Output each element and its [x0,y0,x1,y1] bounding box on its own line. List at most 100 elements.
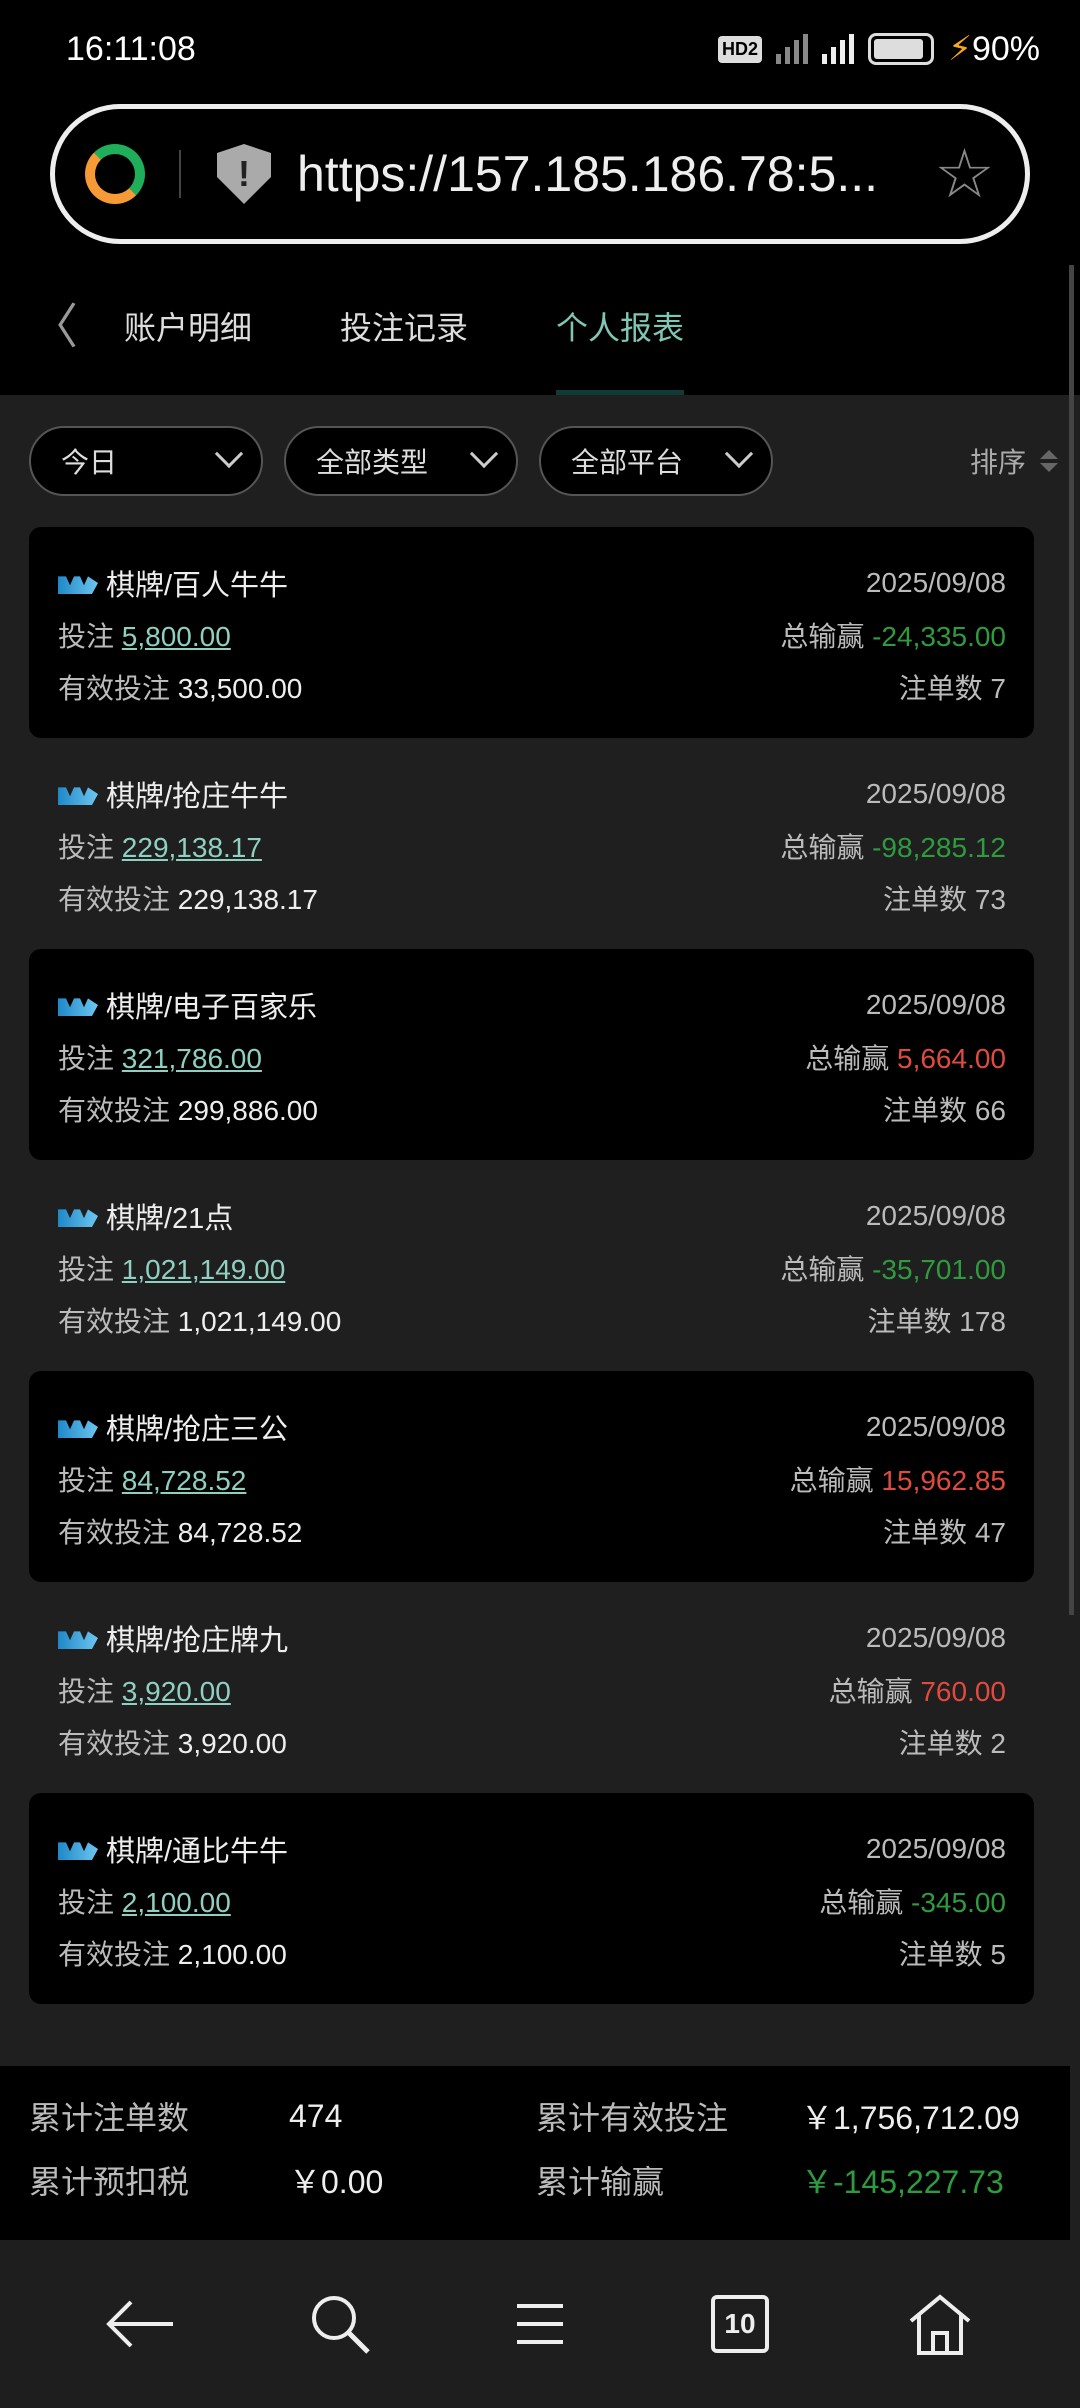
total-valid-value: ￥1,756,712.09 [801,2100,1020,2136]
count-label: 注单数 [883,884,968,915]
sort-button[interactable]: 排序 [970,441,1058,481]
tab-account-details[interactable]: 账户明细 [124,310,253,346]
count-value: 178 [959,1306,1006,1337]
back-arrow-icon[interactable] [100,2284,180,2364]
type-filter-dropdown[interactable]: 全部类型 [284,426,518,496]
game-title: 棋牌/通比牛牛 [58,1828,288,1870]
tab-bet-records[interactable]: 投注记录 [340,310,469,346]
tab-personal-report[interactable]: 个人报表 [556,290,685,395]
bet-label: 投注 [58,1676,115,1707]
report-list: 棋牌/百人牛牛 2025/09/08 投注 5,800.00 总输赢 -24,335… [29,527,1034,2004]
platform-filter-dropdown[interactable]: 全部平台 [539,426,773,496]
scrollbar[interactable] [1069,265,1074,1615]
valid-bet-value: 3,920.00 [177,1728,287,1759]
count-label: 注单数 [867,1306,952,1337]
game-name: 棋牌/抢庄牛牛 [106,781,289,813]
game-platform-logo-icon [58,1209,98,1227]
bet-amount-link[interactable]: 2,100.00 [121,1887,231,1918]
summary-panel: 累计注单数 474 累计有效投注 ￥1,756,712.09 累计预扣税 ￥0.00 累计… [0,2066,1070,2240]
hd-voice-icon: HD2 [718,35,763,63]
bet-amount-link[interactable]: 84,728.52 [121,1465,247,1496]
bet-label: 投注 [58,621,115,652]
search-icon[interactable] [300,2284,380,2364]
report-card[interactable]: 棋牌/抢庄牛牛 2025/09/08 投注 229,138.17 总输赢 -98,2… [29,738,1034,949]
count-value: 47 [974,1517,1006,1548]
winloss-label: 总输赢 [780,621,865,652]
report-card[interactable]: 棋牌/抢庄牌九 2025/09/08 投注 3,920.00 总输赢 760.00 … [29,1582,1034,1793]
sort-icon [1040,450,1058,472]
winloss-label: 总输赢 [828,1676,913,1707]
game-name: 棋牌/电子百家乐 [106,992,318,1024]
game-title: 棋牌/抢庄牌九 [58,1617,288,1659]
winloss-value: 15,962.85 [881,1465,1006,1496]
charging-icon: ⚡ [948,30,972,68]
winloss-value: -98,285.12 [872,832,1006,863]
date-filter-dropdown[interactable]: 今日 [29,426,263,496]
valid-bet-label: 有效投注 [58,1517,171,1548]
tabs-count-button[interactable]: 10 [700,2284,780,2364]
game-title: 棋牌/百人牛牛 [58,562,288,604]
record-date: 2025/09/08 [865,778,1006,809]
bet-amount-link[interactable]: 3,920.00 [121,1676,231,1707]
back-chevron-icon[interactable]: 〈 [30,301,79,354]
browser-logo-icon[interactable] [85,144,145,204]
bet-amount-link[interactable]: 229,138.17 [121,832,262,863]
game-platform-logo-icon [58,1842,98,1860]
tab-bar: 〈 账户明细 投注记录 个人报表 [0,290,1080,395]
game-platform-logo-icon [58,1631,98,1649]
star-icon[interactable]: ☆ [934,135,995,212]
bet-amount-link[interactable]: 321,786.00 [121,1043,262,1074]
game-name: 棋牌/百人牛牛 [106,570,289,602]
game-title: 棋牌/电子百家乐 [58,984,317,1026]
game-platform-logo-icon [58,1420,98,1438]
type-filter-value: 全部类型 [316,447,429,478]
report-card[interactable]: 棋牌/21点 2025/09/08 投注 1,021,149.00 总输赢 -35,… [29,1160,1034,1371]
total-winloss-value: ￥-145,227.73 [801,2164,1004,2200]
count-value: 73 [974,884,1006,915]
bet-amount-link[interactable]: 5,800.00 [121,621,231,652]
report-card[interactable]: 棋牌/百人牛牛 2025/09/08 投注 5,800.00 总输赢 -24,335… [29,527,1034,738]
report-card[interactable]: 棋牌/通比牛牛 2025/09/08 投注 2,100.00 总输赢 -345.00… [29,1793,1034,2004]
valid-bet-label: 有效投注 [58,1306,171,1337]
home-icon[interactable] [900,2284,980,2364]
battery-level: 90% [971,29,1040,68]
menu-icon[interactable] [500,2284,580,2364]
bet-label: 投注 [58,1043,115,1074]
valid-bet-label: 有效投注 [58,673,171,704]
winloss-value: 760.00 [920,1676,1006,1707]
record-date: 2025/09/08 [865,1622,1006,1653]
report-card[interactable]: 棋牌/电子百家乐 2025/09/08 投注 321,786.00 总输赢 5,66… [29,949,1034,1160]
winloss-value: -24,335.00 [872,621,1006,652]
shield-warning-icon[interactable]: ! [217,144,271,204]
winloss-label: 总输赢 [789,1465,874,1496]
address-bar[interactable]: ! https://157.185.186.78:5... ☆ [50,104,1030,244]
total-winloss-label: 累计输赢 [536,2164,665,2200]
valid-bet-value: 33,500.00 [177,673,303,704]
clock: 16:11:08 [66,29,196,68]
game-name: 棋牌/21点 [106,1203,234,1235]
filter-bar: 今日 全部类型 全部平台 排序 [29,426,1058,496]
browser-bottom-nav: 10 [0,2240,1080,2408]
url-text[interactable]: https://157.185.186.78:5... [297,146,879,202]
game-platform-logo-icon [58,576,98,594]
valid-bet-value: 2,100.00 [177,1939,287,1970]
count-value: 7 [990,673,1006,704]
game-platform-logo-icon [58,998,98,1016]
winloss-label: 总输赢 [780,832,865,863]
valid-bet-label: 有效投注 [58,884,171,915]
divider [179,150,181,198]
total-tax-label: 累计预扣税 [29,2164,190,2200]
winloss-label: 总输赢 [805,1043,890,1074]
platform-filter-value: 全部平台 [571,447,684,478]
winloss-value: -35,701.00 [872,1254,1006,1285]
count-label: 注单数 [883,1095,968,1126]
valid-bet-label: 有效投注 [58,1095,171,1126]
bet-amount-link[interactable]: 1,021,149.00 [121,1254,286,1285]
report-card[interactable]: 棋牌/抢庄三公 2025/09/08 投注 84,728.52 总输赢 15,962… [29,1371,1034,1582]
battery-icon [868,33,935,65]
count-label: 注单数 [898,1728,983,1759]
count-label: 注单数 [883,1517,968,1548]
count-value: 5 [990,1939,1006,1970]
count-value: 2 [990,1728,1006,1759]
winloss-value: 5,664.00 [897,1043,1006,1074]
